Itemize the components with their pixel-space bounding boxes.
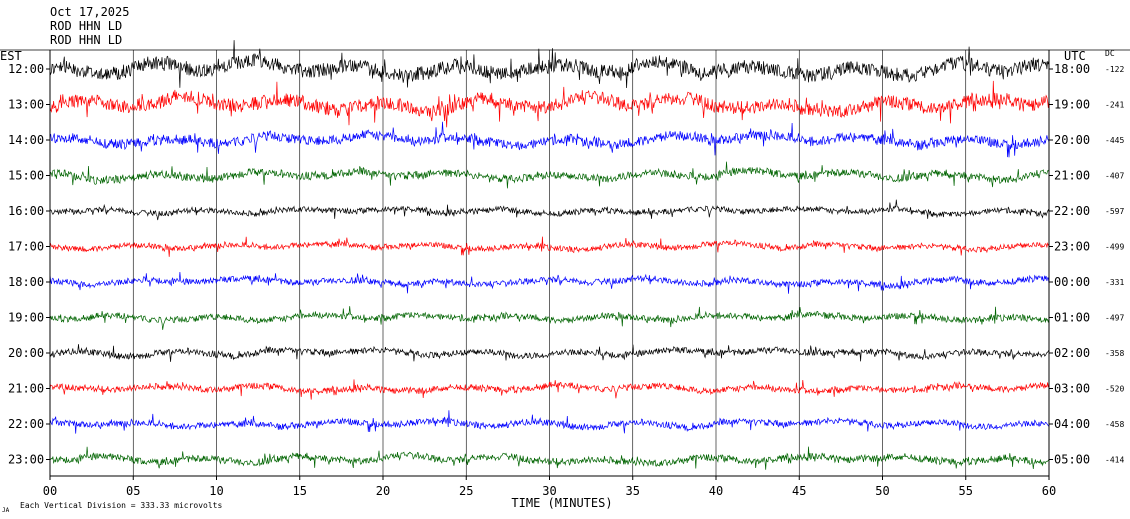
seismic-trace-10 xyxy=(49,410,1050,434)
utc-time-label: 01:00 xyxy=(1054,311,1090,325)
est-time-label: 19:00 xyxy=(8,311,44,325)
seismic-trace-3 xyxy=(49,161,1050,189)
est-time-label: 23:00 xyxy=(8,453,44,467)
footer-mark: JA xyxy=(2,507,10,514)
utc-time-label: 21:00 xyxy=(1054,169,1090,183)
x-tick-label: 40 xyxy=(709,484,723,498)
axis-labels: Oct 17,2025 ROD HHN LD ROD HHN LD EST UT… xyxy=(0,5,1115,514)
x-tick-label: 05 xyxy=(126,484,140,498)
seismic-trace-9 xyxy=(49,379,1050,400)
seismic-trace-4 xyxy=(49,199,1050,221)
seismic-trace-8 xyxy=(49,344,1050,362)
utc-time-label: 00:00 xyxy=(1054,275,1090,289)
seismic-trace-7 xyxy=(49,306,1050,330)
x-tick-label: 20 xyxy=(376,484,390,498)
x-tick-label: 45 xyxy=(792,484,806,498)
x-tick-label: 15 xyxy=(293,484,307,498)
est-time-label: 18:00 xyxy=(8,275,44,289)
est-time-label: 12:00 xyxy=(8,62,44,76)
x-tick-label: 30 xyxy=(542,484,556,498)
seismic-trace-1 xyxy=(49,80,1050,128)
dc-offset-value: -499 xyxy=(1105,243,1124,252)
seismic-trace-2 xyxy=(49,121,1050,158)
utc-time-label: 04:00 xyxy=(1054,417,1090,431)
dc-offset-value: -597 xyxy=(1105,207,1124,216)
seismic-trace-0 xyxy=(49,40,1050,89)
x-tick-label: 50 xyxy=(875,484,889,498)
est-time-label: 15:00 xyxy=(8,169,44,183)
left-axis-label: EST xyxy=(0,49,22,63)
x-tick-label: 60 xyxy=(1042,484,1056,498)
x-tick-label: 10 xyxy=(209,484,223,498)
est-time-label: 14:00 xyxy=(8,133,44,147)
dc-offset-value: -458 xyxy=(1105,420,1124,429)
dc-offset-value: -122 xyxy=(1105,65,1124,74)
chart-title-station: ROD HHN LD xyxy=(50,19,122,33)
dc-offset-value: -358 xyxy=(1105,349,1124,358)
x-tick-label: 00 xyxy=(43,484,57,498)
dc-offset-value: -331 xyxy=(1105,278,1124,287)
utc-time-label: 19:00 xyxy=(1054,98,1090,112)
utc-time-label: 05:00 xyxy=(1054,453,1090,467)
seismic-trace-11 xyxy=(49,446,1050,470)
utc-time-label: 20:00 xyxy=(1054,133,1090,147)
scale-note: Each Vertical Division = 333.33 microvol… xyxy=(20,501,222,510)
x-axis-title: TIME (MINUTES) xyxy=(511,496,612,510)
est-time-label: 17:00 xyxy=(8,240,44,254)
est-time-label: 21:00 xyxy=(8,382,44,396)
utc-time-label: 22:00 xyxy=(1054,204,1090,218)
seismic-trace-6 xyxy=(49,271,1050,294)
dc-offset-value: -520 xyxy=(1105,385,1124,394)
seismic-traces xyxy=(49,40,1050,470)
x-tick-label: 35 xyxy=(626,484,640,498)
dc-offset-value: -497 xyxy=(1105,314,1124,323)
x-tick-label: 25 xyxy=(459,484,473,498)
seismic-trace-5 xyxy=(49,236,1050,257)
utc-time-label: 03:00 xyxy=(1054,382,1090,396)
chart-title-station-repeat: ROD HHN LD xyxy=(50,33,122,47)
dc-offset-value: -445 xyxy=(1105,136,1124,145)
est-time-label: 20:00 xyxy=(8,346,44,360)
dc-offset-value: -241 xyxy=(1105,101,1124,110)
est-time-label: 16:00 xyxy=(8,204,44,218)
est-time-label: 22:00 xyxy=(8,417,44,431)
chart-title-date: Oct 17,2025 xyxy=(50,5,129,19)
est-time-label: 13:00 xyxy=(8,98,44,112)
grid-lines xyxy=(132,50,967,476)
right-axis-label: UTC xyxy=(1064,49,1086,63)
utc-time-label: 02:00 xyxy=(1054,346,1090,360)
utc-time-label: 18:00 xyxy=(1054,62,1090,76)
dc-offset-value: -407 xyxy=(1105,172,1124,181)
utc-time-label: 23:00 xyxy=(1054,240,1090,254)
plot-frame xyxy=(0,49,1130,480)
dc-header: DC xyxy=(1105,49,1115,58)
dc-offset-value: -414 xyxy=(1105,456,1124,465)
x-tick-label: 55 xyxy=(959,484,973,498)
